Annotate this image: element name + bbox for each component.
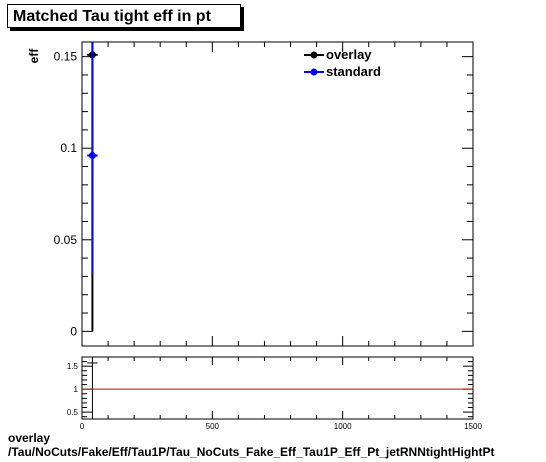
legend-overlay-label: overlay [326,47,372,62]
main-ytick-label: 0.15 [54,50,78,64]
data-point-standard [88,152,96,160]
ratio-plot-frame [81,356,474,420]
main-ytick-label: 0.1 [60,141,77,155]
ratio-xtick-label: 0 [80,422,85,431]
legend-standard-marker [310,68,318,76]
main-plot-frame [81,41,474,347]
main-marks [87,42,98,332]
main-ytick-labels: 0 0.05 0.1 0.15 [54,50,78,339]
legend-standard-label: standard [326,64,381,79]
ratio-ytick-label: 1.5 [67,362,79,371]
ratio-tick-labels: 0.5 1 1.5 0 500 1000 1500 [67,362,483,431]
footer-label: overlay [8,431,51,445]
ratio-marks [82,357,473,419]
chart-title: Matched Tau tight eff in pt [7,4,241,28]
ratio-xtick-label: 500 [206,422,220,431]
ratio-xtick-label: 1000 [334,422,352,431]
y-axis-label: eff [27,48,41,64]
legend-overlay-marker [310,51,318,59]
ratio-xtick-label: 1500 [464,422,482,431]
main-ytick-label: 0 [70,324,77,338]
ratio-ytick-label: 0.5 [67,408,79,417]
legend: overlay standard [304,47,381,79]
footer-path: /Tau/NoCuts/Fake/Eff/Tau1P/Tau_NoCuts_Fa… [8,445,495,459]
ratio-ticks [81,357,474,419]
main-ticks [81,42,474,346]
ratio-ytick-label: 1 [74,385,79,394]
main-ytick-label: 0.05 [54,233,78,247]
